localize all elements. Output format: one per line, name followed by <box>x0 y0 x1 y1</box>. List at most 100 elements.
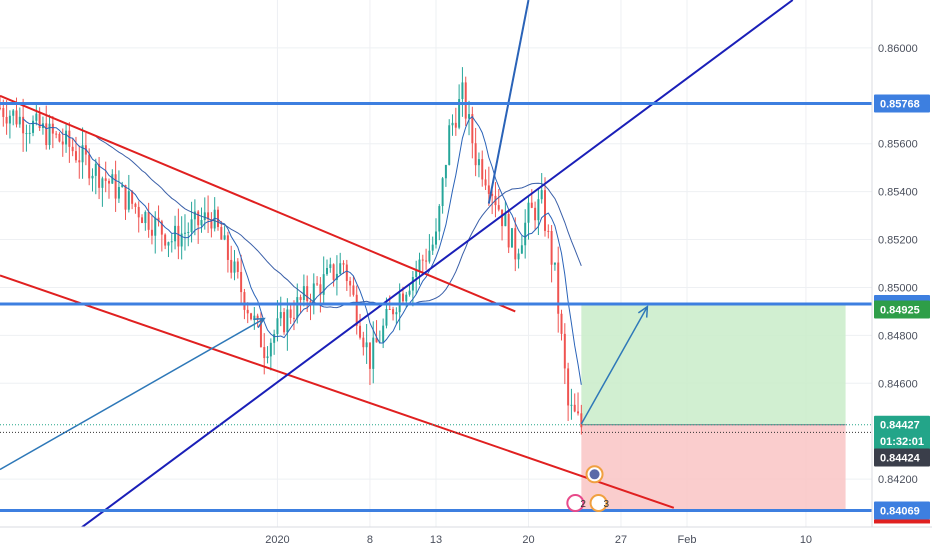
candle-body <box>484 179 487 186</box>
candle-body <box>193 211 196 220</box>
candle-body <box>517 253 520 260</box>
candle-body <box>527 202 530 223</box>
candle-body <box>160 221 163 235</box>
candle-body <box>550 231 553 265</box>
price-tag <box>874 431 930 450</box>
candle-body <box>167 242 170 246</box>
candle-body <box>438 206 441 232</box>
price-tick-label: 0.85400 <box>878 187 918 199</box>
event-badge[interactable] <box>566 494 585 513</box>
candle-body <box>342 263 345 265</box>
candle-body <box>349 280 352 286</box>
candle-body <box>477 159 480 166</box>
candle-body <box>45 123 48 146</box>
price-tag-label: 0.84424 <box>880 453 921 465</box>
candle-body <box>61 141 64 145</box>
candle-body <box>240 271 243 293</box>
candle-body <box>322 274 325 295</box>
candle-body <box>91 175 94 179</box>
candle-body <box>230 259 233 273</box>
profit-zone[interactable] <box>581 305 846 425</box>
candle-body <box>243 292 246 310</box>
candle-body <box>220 226 223 240</box>
candle-body <box>170 241 173 243</box>
candle-body <box>223 235 226 240</box>
candle-body <box>335 273 338 280</box>
candle-body <box>134 203 137 207</box>
position-zones <box>581 305 846 511</box>
time-tick-label: 10 <box>800 534 812 546</box>
loss-zone[interactable] <box>581 424 846 511</box>
candle-body <box>104 178 107 181</box>
candle-body <box>25 133 28 135</box>
candle-body <box>263 347 266 359</box>
candle-body <box>329 264 332 269</box>
event-badge-flag-inner <box>589 469 600 480</box>
candle-body <box>431 244 434 251</box>
candle-body <box>461 82 464 100</box>
candle-body <box>5 116 8 124</box>
candle-body <box>131 191 134 204</box>
up-arrow-left[interactable] <box>0 317 265 471</box>
candle-body <box>326 268 328 275</box>
candle-body <box>540 190 543 200</box>
event-badge[interactable] <box>589 494 608 513</box>
candle-body <box>81 145 84 163</box>
up-arrow-target[interactable] <box>580 306 649 425</box>
candle-body <box>273 334 276 343</box>
candle-body <box>481 159 484 180</box>
candle-body <box>415 270 418 277</box>
candle-body <box>157 217 160 222</box>
candle-body <box>451 122 454 126</box>
candle-body <box>253 315 256 320</box>
candle-body <box>421 259 424 261</box>
event-badge-count: 3 <box>604 499 610 510</box>
moving-averages <box>22 115 582 385</box>
candle-body <box>405 294 408 302</box>
candle-body <box>256 315 259 320</box>
candle-body <box>319 284 322 295</box>
candle-body <box>332 264 335 280</box>
steep-trendline[interactable] <box>487 0 530 204</box>
price-tag-label: 0.84925 <box>880 304 920 316</box>
candle-body <box>111 174 114 184</box>
candle-body <box>141 217 144 224</box>
candle-body <box>534 207 537 221</box>
candle-body <box>101 178 104 188</box>
candle-body <box>250 313 253 320</box>
candle-body <box>454 122 457 128</box>
price-tag <box>874 94 930 113</box>
candle-body <box>190 219 193 232</box>
price-tick-label: 0.85200 <box>878 235 918 247</box>
candle-body <box>468 114 471 119</box>
candle-body <box>345 264 348 281</box>
price-tag <box>874 415 930 434</box>
candle-body <box>28 132 31 134</box>
price-tag-label: 0.85768 <box>880 98 920 110</box>
candle-body <box>38 113 41 129</box>
candle-body <box>299 297 302 300</box>
candle-body <box>58 133 61 142</box>
candle-body <box>312 283 315 305</box>
candle-body <box>8 115 11 124</box>
price-tick-label: 0.84800 <box>878 330 918 342</box>
rising-trendline[interactable] <box>65 0 794 540</box>
candle-body <box>474 143 477 166</box>
horizontal-levels <box>0 101 872 512</box>
candle-body <box>74 151 77 161</box>
channel-lower-line[interactable] <box>0 274 675 509</box>
candle-body <box>32 120 35 133</box>
time-axis[interactable] <box>0 527 932 550</box>
candle-body <box>408 290 411 295</box>
candle-body <box>501 209 504 227</box>
price-tag-label: 01:32:01 <box>880 436 924 448</box>
candle-body <box>537 199 540 221</box>
candle-body <box>524 222 527 246</box>
candle-body <box>236 261 239 272</box>
candle-body <box>266 356 269 359</box>
price-tick-label: 0.85000 <box>878 282 918 294</box>
candle-body <box>98 163 101 188</box>
channel-upper-line[interactable] <box>0 94 516 313</box>
